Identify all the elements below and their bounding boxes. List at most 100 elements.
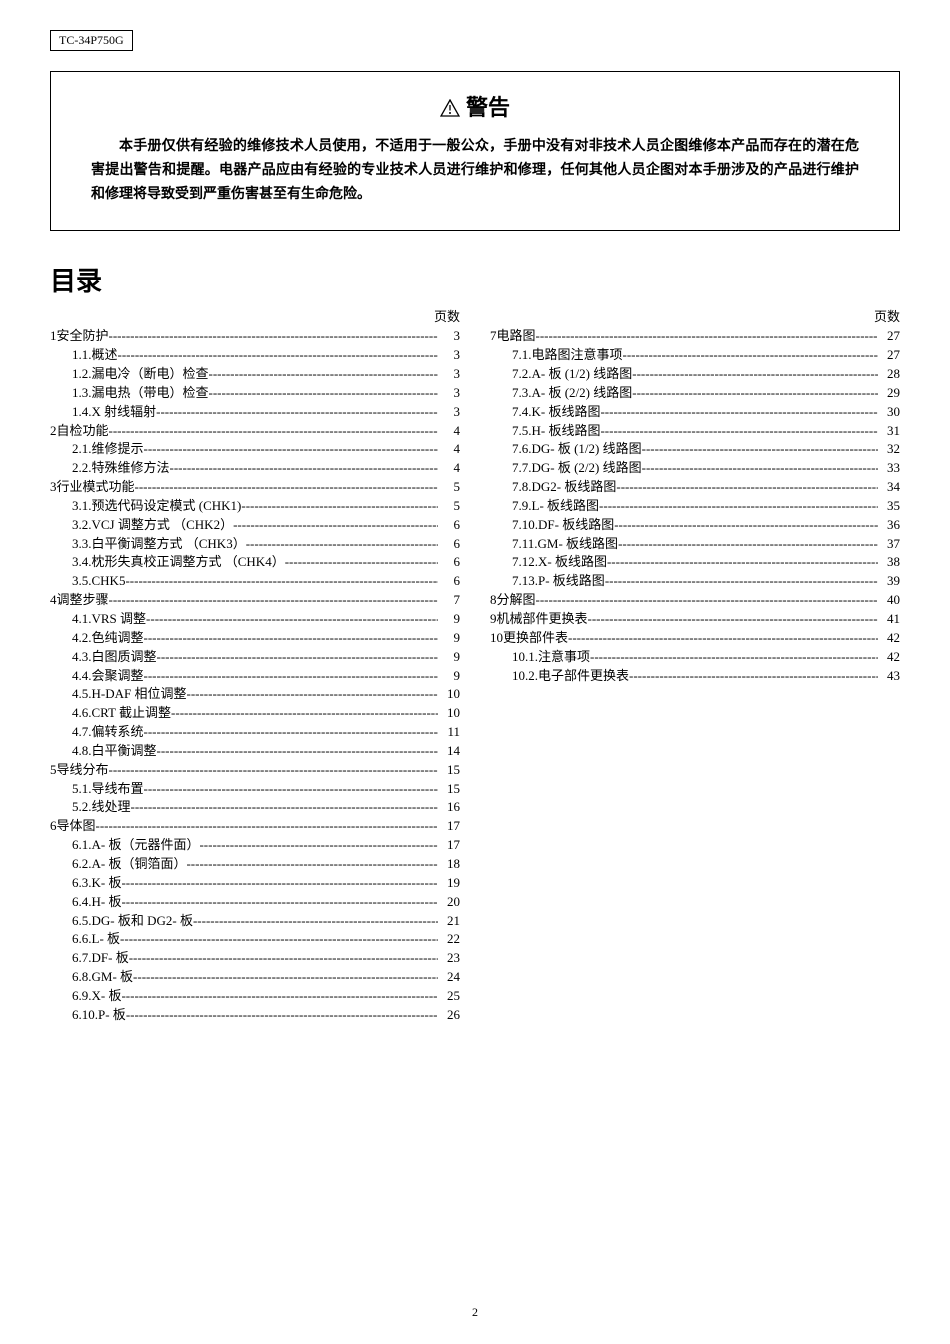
- toc-entry-title: 色纯调整: [92, 629, 144, 648]
- toc-entry-title: 特殊维修方法: [92, 459, 170, 478]
- toc-leader: [109, 422, 438, 441]
- toc-entry-title: H-DAF 相位调整: [92, 685, 187, 704]
- toc-leader: [588, 610, 878, 629]
- toc-entry-title: VCJ 调整方式 （CHK2）: [92, 516, 234, 535]
- toc-entry: 7 电路图27: [490, 327, 900, 346]
- toc-entry: 7.8. DG2- 板线路图34: [490, 478, 900, 497]
- toc-entry: 7.5. H- 板线路图31: [490, 422, 900, 441]
- toc-leader: [156, 403, 438, 422]
- toc-entry-number: 6.10.: [72, 1006, 98, 1025]
- toc-entry-page: 19: [438, 874, 460, 893]
- toc-entry-title: 电路图注意事项: [532, 346, 623, 365]
- toc-leader: [199, 836, 438, 855]
- toc-entry-title: DG- 板 (2/2) 线路图: [532, 459, 642, 478]
- toc-leader: [121, 987, 438, 1006]
- toc-entry: 1.1. 概述3: [50, 346, 460, 365]
- toc-leader: [246, 535, 438, 554]
- toc-leader: [605, 572, 878, 591]
- toc-leader: [607, 553, 878, 572]
- toc-entry-page: 9: [438, 610, 460, 629]
- toc-entry-title: P- 板: [98, 1006, 126, 1025]
- toc-entry-title: 导线分布: [57, 761, 109, 780]
- toc-leader: [135, 478, 438, 497]
- toc-entry-page: 5: [438, 478, 460, 497]
- toc-entry-title: 偏转系统: [92, 723, 144, 742]
- toc-entry: 1.4. X 射线辐射3: [50, 403, 460, 422]
- page-footer: 2: [0, 1305, 950, 1320]
- toc-entry-number: 6.7.: [72, 949, 92, 968]
- toc-entry: 4.6. CRT 截止调整10: [50, 704, 460, 723]
- toc-entry-title: A- 板（元器件面）: [92, 836, 200, 855]
- toc-entry-number: 7.13.: [512, 572, 538, 591]
- toc-entry: 1.3. 漏电热（带电）检查3: [50, 384, 460, 403]
- toc-entry: 10.2. 电子部件更换表43: [490, 667, 900, 686]
- toc-entry-title: A- 板（铜箔面）: [92, 855, 187, 874]
- toc-entry-number: 3.5.: [72, 572, 92, 591]
- toc-entry-title: 电子部件更换表: [538, 667, 629, 686]
- toc-entry-title: 白图质调整: [92, 648, 157, 667]
- toc-entry-number: 6.1.: [72, 836, 92, 855]
- toc-entry: 4.7. 偏转系统11: [50, 723, 460, 742]
- toc-entry-number: 7.6.: [512, 440, 532, 459]
- toc-leader: [568, 629, 878, 648]
- toc-entry-title: 线处理: [92, 798, 131, 817]
- toc-entry: 6.3. K- 板19: [50, 874, 460, 893]
- toc-entry-title: A- 板 (1/2) 线路图: [532, 365, 633, 384]
- toc-entry-number: 6.4.: [72, 893, 92, 912]
- toc-entry-title: L- 板线路图: [532, 497, 600, 516]
- toc-leader: [171, 704, 438, 723]
- toc-entry-page: 3: [438, 327, 460, 346]
- toc-entry-page: 42: [878, 648, 900, 667]
- toc-entry: 7.12. X- 板线路图38: [490, 553, 900, 572]
- toc-entry: 4.1. VRS 调整9: [50, 610, 460, 629]
- toc-entry: 5.1. 导线布置15: [50, 780, 460, 799]
- toc-entry-number: 4.6.: [72, 704, 92, 723]
- toc-entry-number: 3.3.: [72, 535, 92, 554]
- toc-entry-page: 42: [878, 629, 900, 648]
- toc-entry: 4 调整步骤7: [50, 591, 460, 610]
- toc-leader: [186, 855, 438, 874]
- toc-entry: 6 导体图17: [50, 817, 460, 836]
- toc-entry-title: K- 板线路图: [532, 403, 601, 422]
- toc-entry-number: 7.12.: [512, 553, 538, 572]
- toc-entry-title: 调整步骤: [57, 591, 109, 610]
- toc-entry-number: 3.1.: [72, 497, 92, 516]
- toc-entry: 7.4. K- 板线路图30: [490, 403, 900, 422]
- toc-entry-number: 6.5.: [72, 912, 92, 931]
- toc-entry-title: 预选代码设定模式 (CHK1): [92, 497, 242, 516]
- toc-entry-number: 4.3.: [72, 648, 92, 667]
- toc-entry-number: 4.2.: [72, 629, 92, 648]
- toc-entry-page: 33: [878, 459, 900, 478]
- toc-entry-number: 1.4.: [72, 403, 92, 422]
- toc-entry: 2.2. 特殊维修方法4: [50, 459, 460, 478]
- toc-entry: 7.3. A- 板 (2/2) 线路图29: [490, 384, 900, 403]
- toc-entry-page: 22: [438, 930, 460, 949]
- toc-leader: [632, 365, 878, 384]
- toc-entry-number: 6.2.: [72, 855, 92, 874]
- toc-entry: 10 更换部件表42: [490, 629, 900, 648]
- toc-entry-page: 15: [438, 780, 460, 799]
- toc-entry-title: 漏电热（带电）检查: [92, 384, 209, 403]
- toc-entry-number: 7.4.: [512, 403, 532, 422]
- toc-entry-page: 6: [438, 572, 460, 591]
- toc-entry: 6.2. A- 板（铜箔面）18: [50, 855, 460, 874]
- model-label: TC-34P750G: [50, 30, 133, 51]
- toc-leader: [623, 346, 878, 365]
- toc-entry: 6.4. H- 板20: [50, 893, 460, 912]
- toc-leader: [600, 403, 878, 422]
- toc-entry-title: VRS 调整: [92, 610, 147, 629]
- toc-entry-page: 36: [878, 516, 900, 535]
- toc-leader: [144, 629, 438, 648]
- toc-entry-number: 4.5.: [72, 685, 92, 704]
- toc-leader: [144, 440, 438, 459]
- toc-entry: 4.5. H-DAF 相位调整10: [50, 685, 460, 704]
- toc-entry-title: X- 板: [92, 987, 122, 1006]
- toc-entry: 9 机械部件更换表41: [490, 610, 900, 629]
- toc-entry-title: 概述: [92, 346, 118, 365]
- toc-entry-title: DG2- 板线路图: [532, 478, 617, 497]
- toc-entry-page: 6: [438, 535, 460, 554]
- toc-entry-title: DG- 板和 DG2- 板: [92, 912, 193, 931]
- toc-entry: 4.4. 会聚调整9: [50, 667, 460, 686]
- toc-entry-number: 5.1.: [72, 780, 92, 799]
- toc-entry-page: 9: [438, 648, 460, 667]
